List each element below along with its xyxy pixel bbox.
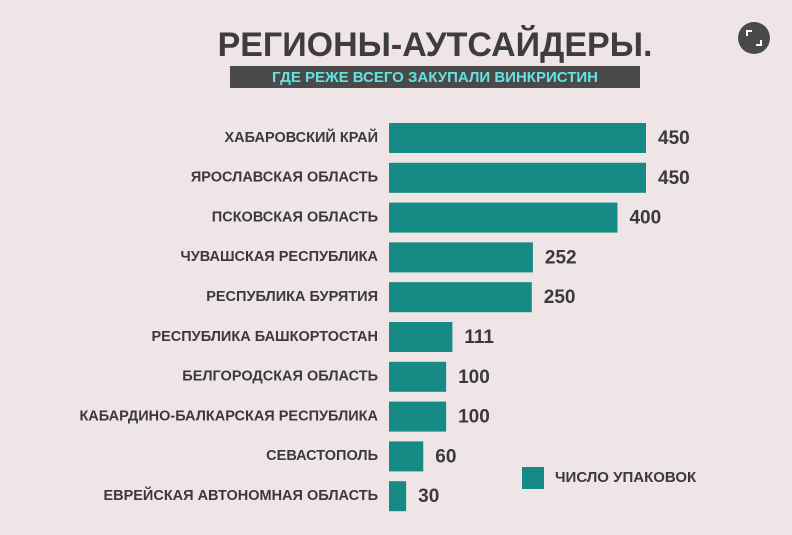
category-label: БЕЛГОРОДСКАЯ ОБЛАСТЬ <box>182 369 378 385</box>
chart-title: РЕГИОНЫ-АУТСАЙДЕРЫ. <box>218 25 653 64</box>
value-label: 100 <box>458 367 490 388</box>
bar <box>389 401 447 432</box>
chart-subtitle: ГДЕ РЕЖЕ ВСЕГО ЗАКУПАЛИ ВИНКРИСТИН <box>272 69 598 86</box>
value-label: 30 <box>418 486 439 507</box>
expand-icon[interactable] <box>746 30 762 46</box>
category-label: КАБАРДИНО-БАЛКАРСКАЯ РЕСПУБЛИКА <box>79 408 378 424</box>
category-label: РЕСПУБЛИКА БУРЯТИЯ <box>206 289 378 305</box>
bar <box>389 282 532 313</box>
bar <box>389 202 618 233</box>
value-label: 250 <box>544 287 576 308</box>
value-label: 111 <box>464 327 494 348</box>
bar <box>389 361 447 392</box>
category-label: ЧУВАШСКАЯ РЕСПУБЛИКА <box>181 249 379 265</box>
value-label: 60 <box>435 446 456 467</box>
category-label: ПСКОВСКАЯ ОБЛАСТЬ <box>212 209 378 225</box>
value-label: 400 <box>629 208 661 229</box>
legend-label: ЧИСЛО УПАКОВОК <box>555 469 697 486</box>
value-label: 252 <box>545 247 577 268</box>
category-label: РЕСПУБЛИКА БАШКОРТОСТАН <box>151 329 378 345</box>
expand-button[interactable] <box>738 22 770 54</box>
category-label: ХАБАРОВСКИЙ КРАЙ <box>225 128 379 146</box>
bar <box>389 162 646 193</box>
bar <box>389 123 646 153</box>
bar <box>389 441 424 472</box>
expand-circle[interactable] <box>738 22 770 54</box>
value-label: 100 <box>458 407 490 428</box>
value-label: 450 <box>658 128 690 149</box>
bar <box>389 322 453 352</box>
legend-swatch <box>522 467 544 489</box>
bar <box>389 481 407 512</box>
value-label: 450 <box>658 168 690 189</box>
category-label: ЕВРЕЙСКАЯ АВТОНОМНАЯ ОБЛАСТЬ <box>103 486 378 504</box>
category-label: ЯРОСЛАВСКАЯ ОБЛАСТЬ <box>191 170 378 186</box>
bar <box>389 242 533 273</box>
subtitle-box <box>230 66 640 88</box>
category-label: СЕВАСТОПОЛЬ <box>266 448 378 464</box>
